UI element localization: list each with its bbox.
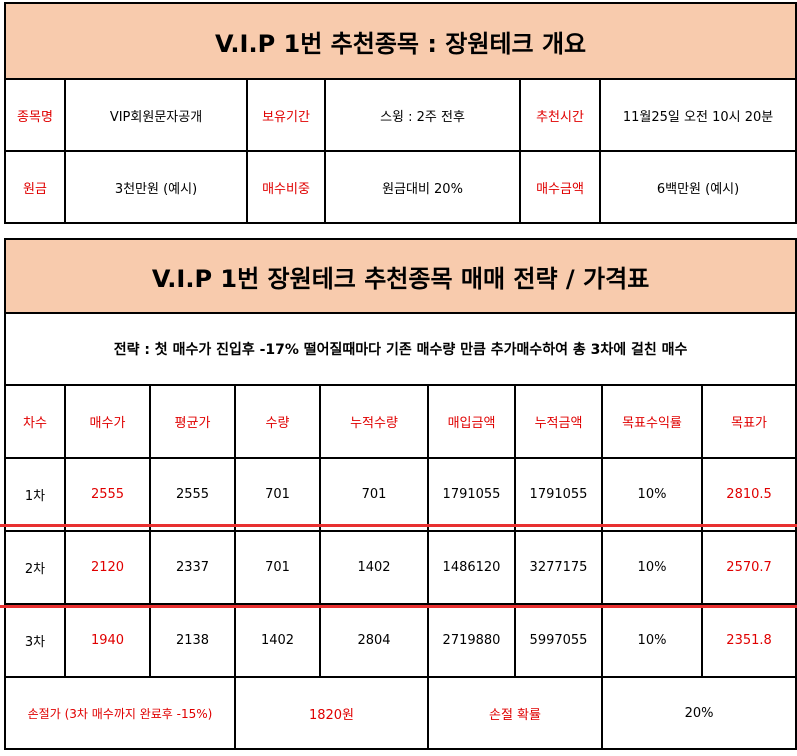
cell-buy-price: 2555 [64, 457, 151, 532]
overview-table: V.I.P 1번 추천종목 : 장원테크 개요 종목명 VIP회원문자공개 보유… [3, 2, 797, 224]
principal-value: 3천만원 (예시) [64, 150, 248, 224]
cell-target-return: 10% [601, 530, 703, 605]
cell-buy-price: 1940 [64, 603, 151, 678]
holding-period-value: 스윙 : 2주 전후 [324, 78, 521, 152]
strategy-table: V.I.P 1번 장원테크 추천종목 매매 전략 / 가격표 전략 : 첫 매수… [3, 238, 797, 750]
header-buy-price: 매수가 [64, 384, 151, 459]
cell-cum-amount: 5997055 [514, 603, 603, 678]
cell-cum-quantity: 701 [319, 457, 429, 532]
cell-round: 2차 [4, 530, 66, 605]
cell-cum-quantity: 1402 [319, 530, 429, 605]
cell-avg-price: 2337 [149, 530, 236, 605]
cell-target-price: 2810.5 [700, 457, 797, 532]
header-cum-quantity: 누적수량 [319, 384, 429, 459]
stop-loss-label: 손절가 (3차 매수까지 완료후 -15%) [4, 676, 236, 750]
table-row: 3차 1940 2138 1402 2804 2719880 5997055 1… [4, 603, 797, 678]
cell-cum-quantity: 2804 [319, 603, 429, 678]
row-separator-line [0, 524, 797, 527]
stock-name-label: 종목명 [4, 78, 66, 152]
recommend-time-value: 11월25일 오전 10시 20분 [598, 78, 797, 152]
cell-target-price: 2351.8 [700, 603, 797, 678]
cell-buy-amount: 2719880 [427, 603, 516, 678]
header-target-price: 목표가 [700, 384, 797, 459]
cell-buy-amount: 1486120 [427, 530, 516, 605]
row-separator-line [0, 605, 797, 608]
cell-quantity: 701 [234, 530, 321, 605]
header-quantity: 수량 [234, 384, 321, 459]
header-round: 차수 [4, 384, 66, 459]
cell-quantity: 701 [234, 457, 321, 532]
cell-round: 3차 [4, 603, 66, 678]
buy-ratio-value: 원금대비 20% [324, 150, 521, 224]
buy-amount-value: 6백만원 (예시) [598, 150, 797, 224]
cell-quantity: 1402 [234, 603, 321, 678]
stop-probability-value: 20% [600, 676, 797, 750]
cell-avg-price: 2555 [149, 457, 236, 532]
stock-name-value: VIP회원문자공개 [64, 78, 248, 152]
cell-target-return: 10% [601, 603, 703, 678]
cell-target-price: 2570.7 [700, 530, 797, 605]
cell-buy-price: 2120 [64, 530, 151, 605]
table-row: 1차 2555 2555 701 701 1791055 1791055 10%… [4, 457, 797, 532]
header-target-return: 목표수익률 [601, 384, 703, 459]
strategy-text: 전략 : 첫 매수가 진입후 -17% 떨어질때마다 기존 매수량 만큼 추가매… [3, 312, 797, 386]
header-avg-price: 평균가 [149, 384, 236, 459]
recommend-time-label: 추천시간 [519, 78, 601, 152]
cell-cum-amount: 1791055 [514, 457, 603, 532]
buy-amount-label: 매수금액 [519, 150, 601, 224]
strategy-title: V.I.P 1번 장원테크 추천종목 매매 전략 / 가격표 [3, 238, 797, 314]
stop-probability-label: 손절 확률 [427, 676, 603, 750]
header-buy-amount: 매입금액 [427, 384, 516, 459]
cell-avg-price: 2138 [149, 603, 236, 678]
cell-buy-amount: 1791055 [427, 457, 516, 532]
cell-cum-amount: 3277175 [514, 530, 603, 605]
header-cum-amount: 누적금액 [514, 384, 603, 459]
stop-loss-value: 1820원 [234, 676, 429, 750]
cell-round: 1차 [4, 457, 66, 532]
buy-ratio-label: 매수비중 [246, 150, 326, 224]
table-row: 2차 2120 2337 701 1402 1486120 3277175 10… [4, 530, 797, 605]
overview-title: V.I.P 1번 추천종목 : 장원테크 개요 [3, 2, 797, 80]
cell-target-return: 10% [601, 457, 703, 532]
principal-label: 원금 [4, 150, 66, 224]
holding-period-label: 보유기간 [246, 78, 326, 152]
